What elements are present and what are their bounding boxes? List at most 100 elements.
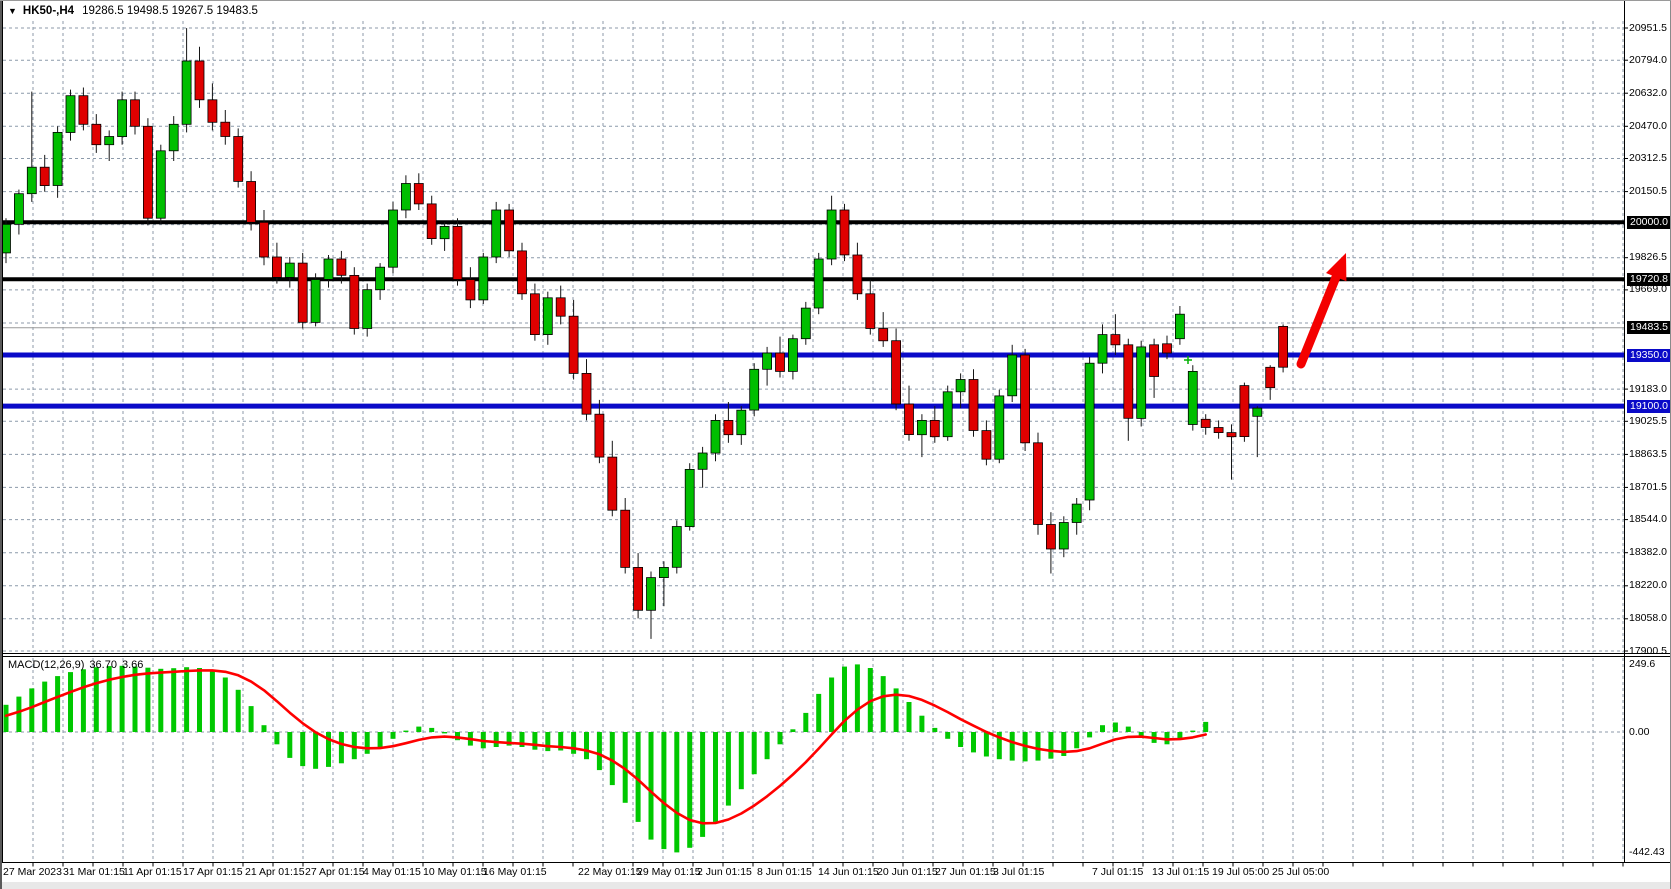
price-line-label: 19720.8 [1627, 273, 1671, 286]
candle [1084, 362, 1095, 501]
candle [1149, 344, 1159, 377]
time-tick-label: 21 Apr 01:15 [245, 866, 305, 878]
candle [259, 221, 269, 258]
candle [568, 315, 579, 374]
time-tick-label: 29 May 01:15 [637, 866, 701, 878]
candle [349, 274, 360, 329]
price-tick-label: 18863.5 [1629, 448, 1667, 460]
candle [117, 99, 127, 138]
candle [865, 293, 876, 329]
candle [942, 391, 953, 438]
candle [607, 456, 618, 511]
price-line-label: 19483.5 [1627, 321, 1671, 334]
candle [1162, 343, 1172, 354]
candle [181, 60, 192, 125]
candle [852, 254, 863, 295]
candle [1071, 503, 1082, 523]
price-tick-label: 20951.5 [1629, 22, 1667, 34]
candle [1252, 407, 1263, 417]
time-tick-label: 2 Jun 01:15 [697, 866, 752, 878]
time-tick-label: 27 Mar 2023 [3, 866, 62, 878]
candle [1110, 334, 1121, 346]
candle [271, 256, 282, 278]
candle [207, 99, 218, 123]
candle [388, 209, 398, 268]
candle [194, 60, 205, 101]
candle [336, 258, 347, 276]
macd-indicator-label: MACD(12,26,9) 36.70 3.66 [8, 659, 148, 671]
candle [362, 289, 373, 329]
candle [130, 99, 140, 127]
candle [26, 166, 37, 195]
macd-name: MACD(12,26,9) [8, 659, 85, 671]
price-tick-label: 20632.0 [1629, 87, 1667, 99]
candle [968, 379, 979, 431]
candle [1278, 325, 1288, 368]
time-tick-label: 31 Mar 01:15 [63, 866, 125, 878]
candle [1046, 524, 1056, 550]
candle [13, 193, 24, 225]
candle [233, 136, 244, 182]
trend-arrow[interactable] [1296, 253, 1347, 369]
candle [168, 123, 179, 152]
price-tick-label: 20470.0 [1629, 120, 1667, 132]
candle [491, 209, 502, 258]
time-tick-label: 13 Jul 01:15 [1152, 866, 1210, 878]
macd-signal-line [4, 669, 1207, 825]
candle [465, 279, 476, 301]
candle [671, 526, 682, 568]
candle [1033, 442, 1043, 525]
candle [478, 256, 489, 301]
time-tick-label: 22 May 01:15 [578, 866, 642, 878]
candle [762, 352, 772, 370]
candle [1020, 354, 1030, 444]
candle [826, 209, 837, 260]
candle [1175, 313, 1185, 340]
candle [955, 379, 966, 393]
price-tick-label: 20794.0 [1629, 54, 1667, 66]
candle [736, 409, 747, 436]
candle [917, 419, 927, 436]
candle [878, 328, 889, 342]
time-tick-label: 20 Jun 01:15 [877, 866, 938, 878]
time-tick-label: 4 May 01:15 [363, 866, 421, 878]
candle [1007, 354, 1018, 397]
candle [788, 338, 798, 372]
candle [555, 297, 566, 317]
time-tick-label: 10 May 01:15 [423, 866, 487, 878]
candle [891, 340, 901, 405]
price-tick-label: 20312.5 [1629, 152, 1667, 164]
candle [904, 403, 914, 436]
candle [749, 368, 760, 411]
price-line-label: 20000.0 [1627, 216, 1671, 229]
candle [1265, 366, 1276, 389]
candle [542, 297, 553, 335]
candle [800, 307, 811, 340]
candle [813, 258, 824, 309]
candle [155, 150, 166, 219]
candle [633, 567, 643, 611]
candle [310, 279, 321, 323]
macd-tick-label: 0.00 [1629, 725, 1650, 738]
candle [697, 452, 708, 470]
candles-layer [1, 28, 1288, 639]
candle [78, 95, 89, 125]
candle [1058, 522, 1069, 550]
price-tick-label: 18701.5 [1629, 481, 1667, 493]
time-tick-label: 7 Jul 01:15 [1092, 866, 1144, 878]
macd-main-value: 36.70 [89, 659, 117, 671]
macd-histogram [3, 664, 1209, 853]
candle [39, 166, 50, 186]
candle [839, 209, 850, 256]
candle [1097, 334, 1108, 364]
price-tick-label: 19183.0 [1629, 383, 1667, 395]
candle [1200, 418, 1211, 428]
price-line-label: 19350.0 [1627, 349, 1671, 362]
candle [530, 293, 540, 335]
candle [1123, 344, 1134, 419]
macd-tick-label: -442.43 [1629, 845, 1665, 858]
candle [297, 262, 308, 323]
chevron-down-icon[interactable]: ▼ [8, 6, 17, 16]
